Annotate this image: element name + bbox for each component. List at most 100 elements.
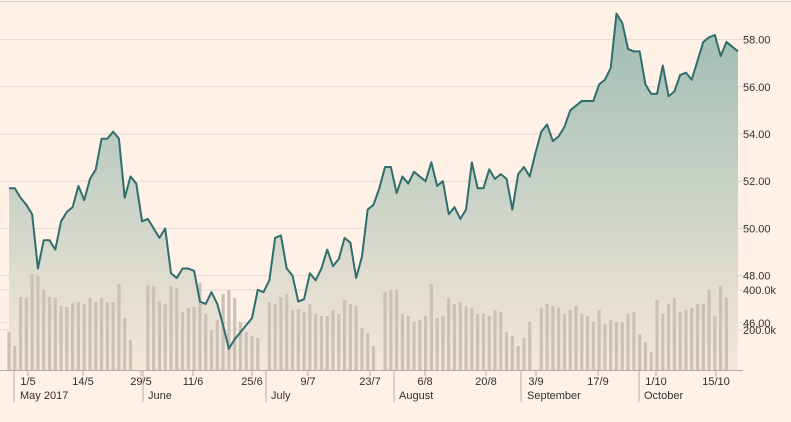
volume-bar [47,297,52,370]
volume-bar [510,336,514,370]
volume-bar [42,290,46,370]
volume-bar [348,304,352,370]
volume-bar [476,314,480,370]
volume-bar [215,320,219,370]
x-tick-label: 20/8 [475,376,496,388]
month-label: September [527,390,581,402]
volume-bar [285,294,289,370]
price-series-line [9,12,739,350]
volume-bar [273,304,277,370]
volume-bar [337,314,341,370]
y-tick-label: 54.00 [743,129,771,141]
price-area-fill [9,13,738,370]
volume-tick-label: 200.0k [743,325,777,337]
price-area [9,13,738,370]
volume-bar [661,314,665,370]
volume-bar [522,338,526,370]
volume-bar [169,286,173,370]
month-label: May 2017 [20,390,68,402]
volume-bar [88,298,92,370]
volume-bar [539,308,543,370]
volume-bar [719,286,723,370]
volume-bar [626,314,630,370]
volume-bar [354,306,358,370]
volume-bar [574,306,578,370]
volume-bar [701,304,705,370]
volume-bar [412,322,416,370]
volume-bar [244,332,248,370]
volume-bar [441,316,445,370]
volume-bar [13,346,17,370]
volume-bar [632,312,636,370]
volume-bar [666,304,671,370]
volume-bar [24,298,28,370]
volume-bar [314,314,318,370]
volume-bar [94,302,98,370]
volume-bar [678,312,682,370]
volume-bar [724,298,729,370]
volume-bar [59,306,63,370]
volume-bar [279,297,283,370]
volume-bar [65,307,69,370]
volume-bar [152,286,156,370]
volume-bar [504,332,509,370]
volume-bar [157,301,162,370]
x-tick-label: 17/9 [587,376,608,388]
volume-bar [516,346,520,370]
volume-bar [493,310,497,370]
x-tick-label: 29/5 [130,376,151,388]
volume-bar [603,324,607,370]
volume-bar [528,322,532,370]
volume-bar [609,320,613,370]
volume-bar [458,302,462,370]
x-tick-label: 3/9 [528,376,543,388]
volume-bar [7,332,11,370]
y-tick-label: 58.00 [743,35,771,47]
volume-bar [331,310,335,370]
month-label: June [148,390,172,402]
volume-bar [418,320,422,370]
volume-bar [389,290,393,370]
month-label: October [644,390,683,402]
volume-bar [256,338,260,370]
volume-bar [383,292,387,370]
volume-bar [117,284,121,370]
volume-bar [302,312,306,370]
volume-bar [18,297,23,370]
volume-bar [557,308,561,370]
volume-bar [250,336,254,370]
volume-bar [707,290,711,370]
volume-bar [238,322,243,370]
volume-bar [82,304,86,370]
volume-bar [111,302,115,370]
volume-bar [227,290,231,370]
x-tick-label: 14/5 [72,376,93,388]
volume-bar [597,310,601,370]
volume-bar [585,316,590,370]
volume-bars [7,274,729,370]
x-tick-label: 1/10 [645,376,666,388]
volume-bar [128,340,133,370]
volume-bar [371,346,376,370]
volume-bar [319,316,324,370]
x-tick-label: 11/6 [183,376,204,388]
month-label: July [271,390,291,402]
volume-bar [146,285,150,370]
volume-bar [267,302,271,370]
volume-bar [186,308,190,370]
volume-bar [638,334,642,370]
x-axis: 1/5 14/5 29/5 11/6 25/6 9/7 23/7 6/8 20/8 3/9 17/9… [0,370,743,402]
volume-bar [435,318,439,370]
x-tick-label: 6/8 [417,376,432,388]
volume-bar [470,308,474,370]
y-tick-label: 46.00 [743,318,771,330]
volume-bar [71,303,75,370]
y-tick-label: 56.00 [743,82,771,94]
volume-bar [123,318,127,370]
volume-bar [209,330,214,370]
volume-bar [175,288,179,370]
volume-bar [105,302,109,370]
x-tick-label: 23/7 [359,376,380,388]
volume-bar [325,316,329,370]
